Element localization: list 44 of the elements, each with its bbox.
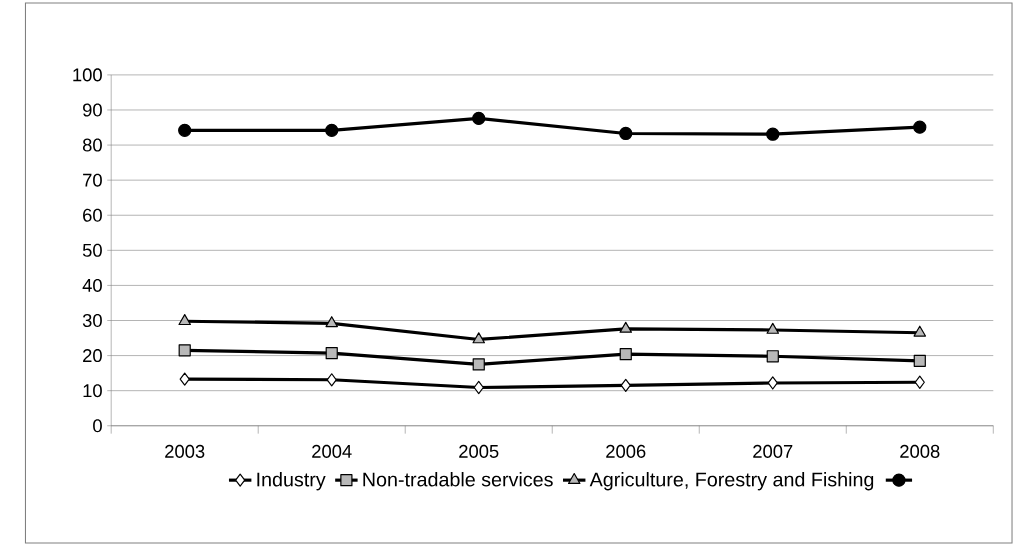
x-tick-label: 2008 (900, 444, 940, 458)
point (472, 358, 485, 371)
point (913, 325, 927, 337)
y-tick-label: 60 (83, 208, 102, 222)
point (472, 111, 486, 126)
y-tick-label: 40 (82, 278, 102, 292)
y-tick-label: 0 (93, 419, 102, 433)
point (178, 314, 191, 326)
y-tick-label: 90 (83, 103, 102, 117)
y-tick-label: 100 (73, 68, 102, 82)
point (179, 372, 190, 386)
point (326, 373, 337, 387)
point (619, 321, 633, 333)
point (913, 120, 927, 134)
point (325, 347, 338, 360)
y-tick-label: 30 (82, 313, 102, 328)
point (767, 376, 778, 390)
point (766, 127, 780, 141)
point (766, 350, 779, 363)
y-tick-label: 70 (83, 173, 102, 187)
point (178, 344, 191, 357)
point (325, 123, 339, 137)
point (325, 316, 338, 328)
y-tick-label: 50 (82, 243, 102, 257)
x-tick-label: 2003 (165, 444, 205, 458)
point (619, 348, 632, 361)
y-tick-label: 20 (83, 349, 102, 363)
point (914, 375, 925, 389)
y-tick-label: 80 (82, 138, 102, 152)
point (766, 322, 780, 334)
point (472, 332, 486, 344)
point (619, 126, 633, 141)
legend-label: Agriculture, Forestry and Fishing (589, 472, 874, 491)
point (620, 378, 631, 393)
x-tick-label: 2006 (606, 444, 646, 458)
x-tick-label: 2004 (312, 444, 352, 458)
legend-label: Non-tradable services (363, 472, 553, 487)
point (473, 380, 484, 395)
legend-label: Industry (257, 472, 326, 491)
x-tick-label: 2005 (459, 444, 499, 458)
point (178, 123, 192, 137)
point (913, 354, 926, 367)
x-tick-label: 2007 (753, 444, 793, 458)
y-tick-label: 10 (83, 384, 102, 398)
